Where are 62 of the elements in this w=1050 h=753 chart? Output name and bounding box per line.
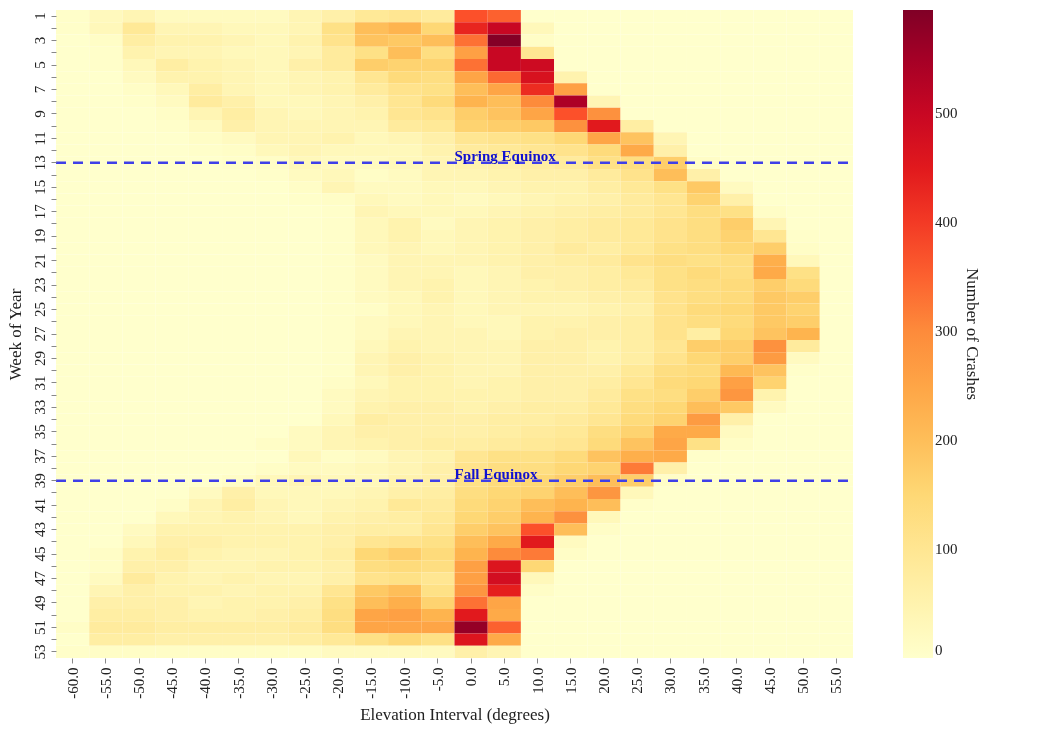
x-tick-label: 45.0 — [761, 667, 778, 694]
x-tick-label: 5.0 — [496, 667, 513, 687]
x-tick-label: -5.0 — [429, 667, 446, 692]
y-tick-label: 35 — [31, 424, 48, 440]
y-tick-label: 11 — [31, 131, 48, 146]
color-bar-label: 100 — [935, 541, 958, 558]
y-tick-label: 31 — [31, 375, 48, 391]
y-tick-label: 51 — [31, 619, 48, 635]
y-tick-label: 3 — [31, 36, 48, 45]
x-tick-label: -55.0 — [97, 667, 114, 699]
x-tick-label: 40.0 — [728, 667, 745, 694]
x-tick-label: -50.0 — [131, 667, 148, 699]
x-tick-label: -30.0 — [263, 667, 280, 699]
x-axis-title: Elevation Interval (degrees) — [360, 704, 550, 724]
y-tick-label: 37 — [31, 448, 48, 464]
color-bar-label: 300 — [935, 323, 958, 340]
y-tick-label: 27 — [31, 326, 48, 342]
x-tick-label: -20.0 — [330, 667, 347, 699]
color-bar-label: 400 — [935, 214, 958, 231]
y-tick-label: 23 — [31, 277, 48, 293]
x-tick-label: 10.0 — [529, 667, 546, 694]
y-tick-label: 25 — [31, 302, 48, 318]
x-tick-label: 30.0 — [662, 667, 679, 694]
y-tick-label: 39 — [31, 473, 48, 489]
x-tick-label: 25.0 — [629, 667, 646, 694]
x-tick-label: 0.0 — [463, 667, 480, 687]
x-tick-label: -25.0 — [297, 667, 314, 699]
color-bar-label: 500 — [935, 105, 958, 122]
color-bar-label: 0 — [935, 642, 943, 658]
y-tick-label: 47 — [31, 570, 48, 587]
y-tick-label: 21 — [31, 253, 48, 269]
x-tick-label: -45.0 — [164, 667, 181, 699]
y-tick-label: 5 — [31, 61, 48, 69]
y-tick-label: 53 — [31, 644, 48, 660]
x-tick-label: 15.0 — [562, 667, 579, 694]
y-tick-label: 41 — [31, 497, 48, 513]
y-tick-label: 13 — [31, 155, 48, 171]
y-tick-label: 1 — [31, 12, 48, 20]
y-tick-label: 7 — [31, 85, 48, 94]
x-tick-label: -35.0 — [230, 667, 247, 699]
y-tick-label: 33 — [31, 399, 48, 415]
y-tick-label: 15 — [31, 179, 48, 195]
x-tick-label: -40.0 — [197, 667, 214, 699]
x-tick-label: -15.0 — [363, 667, 380, 699]
ref-line-label: Fall Equinox — [454, 465, 538, 482]
y-tick-label: 49 — [31, 595, 48, 611]
ref-line-label: Spring Equinox — [454, 147, 557, 164]
color-bar-label: 200 — [935, 432, 958, 449]
y-tick-label: 9 — [31, 110, 48, 118]
x-tick-label: 35.0 — [695, 667, 712, 694]
y-tick-label: 45 — [31, 546, 48, 562]
x-tick-label: 20.0 — [595, 667, 612, 694]
y-tick-label: 29 — [31, 350, 48, 366]
y-tick-label: 43 — [31, 522, 48, 538]
x-tick-label: 50.0 — [795, 667, 812, 694]
y-tick-label: 19 — [31, 228, 48, 244]
color-bar-title: Number of Crashes — [963, 267, 982, 401]
y-axis-title: Week of Year — [5, 288, 25, 381]
x-tick-label: -10.0 — [396, 667, 413, 699]
x-tick-label: 55.0 — [828, 667, 845, 694]
x-tick-label: -60.0 — [64, 667, 81, 699]
y-tick-label: 17 — [31, 203, 48, 220]
